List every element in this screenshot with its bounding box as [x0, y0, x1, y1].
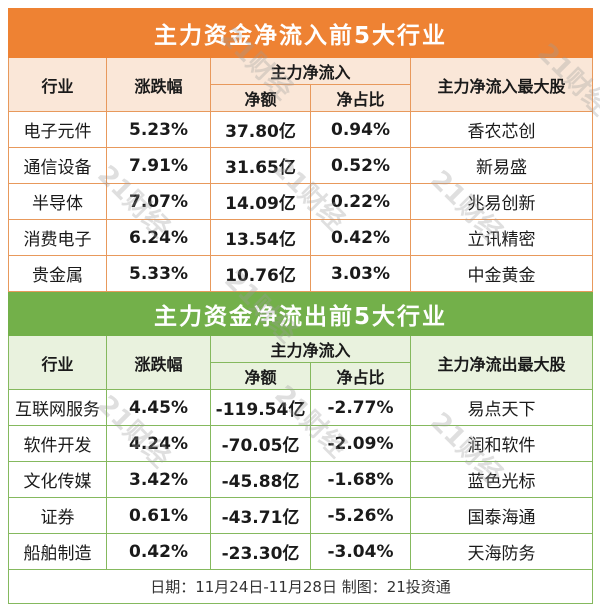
stock-cell: 兆易创新 [410, 183, 593, 220]
ratio-cell: -1.68% [310, 461, 411, 498]
outflow-header-amount: 净额 [210, 362, 311, 390]
outflow-header-industry: 行业 [8, 335, 107, 390]
change-cell: 6.24% [106, 219, 211, 256]
stock-cell: 立讯精密 [410, 219, 593, 256]
industry-cell: 互联网服务 [8, 389, 107, 426]
change-cell: 5.33% [106, 255, 211, 292]
stock-cell: 香农芯创 [410, 111, 593, 148]
stock-cell: 国泰海通 [410, 497, 593, 534]
ratio-cell: -3.04% [310, 533, 411, 570]
inflow-header-top-stock: 主力净流入最大股 [410, 57, 593, 112]
change-cell: 7.91% [106, 147, 211, 184]
change-cell: 5.23% [106, 111, 211, 148]
industry-cell: 半导体 [8, 183, 107, 220]
capital-flow-infographic: 主力资金净流入前5大行业 行业 涨跌幅 主力净流入 主力净流入最大股 净额 净占… [8, 8, 600, 604]
stock-cell: 易点天下 [410, 389, 593, 426]
ratio-cell: -5.26% [310, 497, 411, 534]
amount-cell: -70.05亿 [210, 425, 311, 462]
industry-cell: 贵金属 [8, 255, 107, 292]
change-cell: 3.42% [106, 461, 211, 498]
inflow-header-change: 涨跌幅 [106, 57, 211, 112]
inflow-header-ratio: 净占比 [310, 84, 411, 112]
ratio-cell: -2.09% [310, 425, 411, 462]
amount-cell: 14.09亿 [210, 183, 311, 220]
footer-row: 日期：11月24日-11月28日 制图：21投资通 [8, 569, 593, 604]
outflow-title: 主力资金净流出前5大行业 [8, 292, 593, 336]
change-cell: 4.45% [106, 389, 211, 426]
industry-cell: 证券 [8, 497, 107, 534]
inflow-table: 主力资金净流入前5大行业 行业 涨跌幅 主力净流入 主力净流入最大股 净额 净占… [8, 8, 593, 292]
date-caption: 日期：11月24日-11月28日 制图：21投资通 [8, 569, 593, 604]
ratio-cell: -2.77% [310, 389, 411, 426]
table-row: 文化传媒 3.42% -45.88亿 -1.68% 蓝色光标 [8, 461, 593, 498]
amount-cell: 13.54亿 [210, 219, 311, 256]
stock-cell: 蓝色光标 [410, 461, 593, 498]
table-row: 船舶制造 0.42% -23.30亿 -3.04% 天海防务 [8, 533, 593, 570]
ratio-cell: 0.52% [310, 147, 411, 184]
ratio-cell: 0.42% [310, 219, 411, 256]
inflow-header-industry: 行业 [8, 57, 107, 112]
inflow-header-group: 主力净流入 [210, 57, 411, 85]
amount-cell: -119.54亿 [210, 389, 311, 426]
outflow-header-group: 主力净流入 [210, 335, 411, 363]
amount-cell: -45.88亿 [210, 461, 311, 498]
change-cell: 7.07% [106, 183, 211, 220]
amount-cell: 37.80亿 [210, 111, 311, 148]
table-row: 互联网服务 4.45% -119.54亿 -2.77% 易点天下 [8, 389, 593, 426]
outflow-header-change: 涨跌幅 [106, 335, 211, 390]
change-cell: 4.24% [106, 425, 211, 462]
amount-cell: -43.71亿 [210, 497, 311, 534]
stock-cell: 润和软件 [410, 425, 593, 462]
ratio-cell: 0.22% [310, 183, 411, 220]
amount-cell: 31.65亿 [210, 147, 311, 184]
industry-cell: 通信设备 [8, 147, 107, 184]
ratio-cell: 3.03% [310, 255, 411, 292]
inflow-header-amount: 净额 [210, 84, 311, 112]
industry-cell: 船舶制造 [8, 533, 107, 570]
table-row: 证券 0.61% -43.71亿 -5.26% 国泰海通 [8, 497, 593, 534]
amount-cell: -23.30亿 [210, 533, 311, 570]
table-row: 通信设备 7.91% 31.65亿 0.52% 新易盛 [8, 147, 593, 184]
stock-cell: 新易盛 [410, 147, 593, 184]
ratio-cell: 0.94% [310, 111, 411, 148]
table-row: 软件开发 4.24% -70.05亿 -2.09% 润和软件 [8, 425, 593, 462]
table-row: 贵金属 5.33% 10.76亿 3.03% 中金黄金 [8, 255, 593, 292]
industry-cell: 电子元件 [8, 111, 107, 148]
stock-cell: 天海防务 [410, 533, 593, 570]
change-cell: 0.61% [106, 497, 211, 534]
table-row: 消费电子 6.24% 13.54亿 0.42% 立讯精密 [8, 219, 593, 256]
industry-cell: 软件开发 [8, 425, 107, 462]
industry-cell: 消费电子 [8, 219, 107, 256]
outflow-header-ratio: 净占比 [310, 362, 411, 390]
amount-cell: 10.76亿 [210, 255, 311, 292]
table-row: 电子元件 5.23% 37.80亿 0.94% 香农芯创 [8, 111, 593, 148]
outflow-header-top-stock: 主力净流出最大股 [410, 335, 593, 390]
outflow-table: 主力资金净流出前5大行业 行业 涨跌幅 主力净流入 主力净流出最大股 净额 净占… [8, 292, 593, 604]
industry-cell: 文化传媒 [8, 461, 107, 498]
change-cell: 0.42% [106, 533, 211, 570]
table-row: 半导体 7.07% 14.09亿 0.22% 兆易创新 [8, 183, 593, 220]
inflow-title: 主力资金净流入前5大行业 [8, 8, 593, 58]
stock-cell: 中金黄金 [410, 255, 593, 292]
